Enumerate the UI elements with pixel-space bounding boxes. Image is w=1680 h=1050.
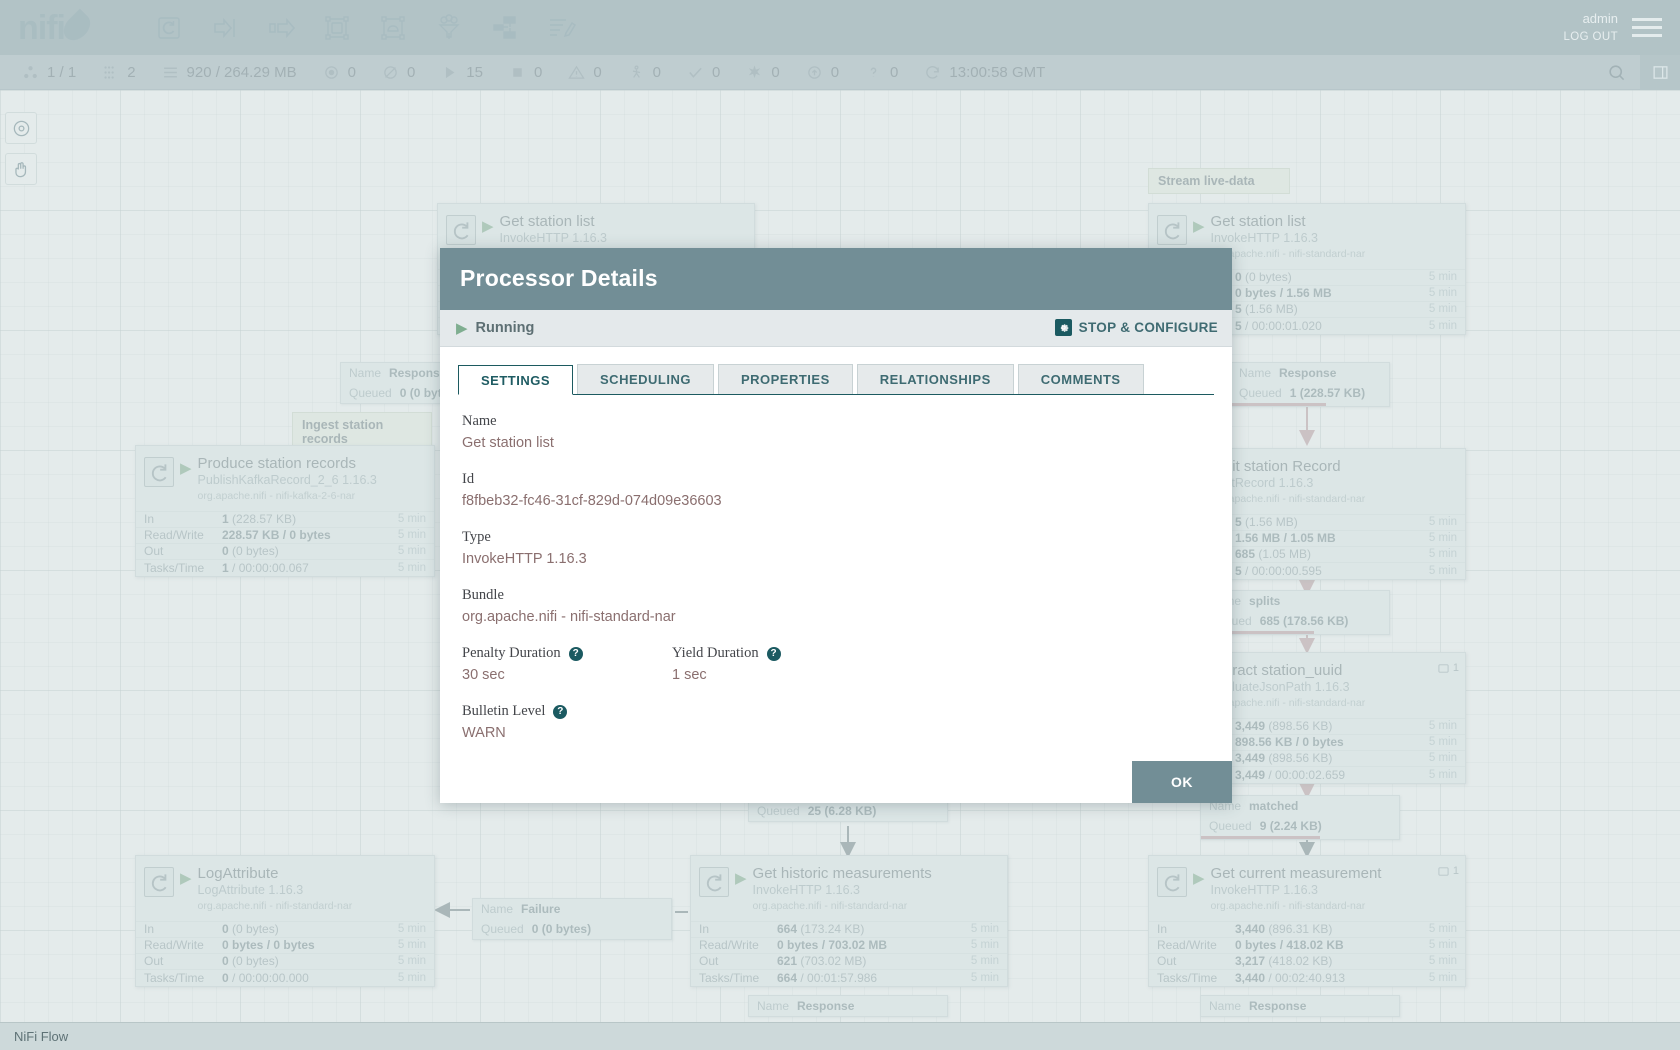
penalty-duration-label: Penalty Duration ? (462, 645, 672, 662)
dialog-tab-list: SETTINGS SCHEDULING PROPERTIES RELATIONSHIP… (458, 364, 1214, 396)
ok-button[interactable]: OK (1132, 761, 1232, 803)
id-value: f8fbeb32-fc46-31cf-829d-074d09e36603 (462, 493, 722, 510)
field-yield-duration: Yield Duration ? 1 sec (672, 645, 781, 683)
bulletin-level-label: Bulletin Level ? (462, 703, 1210, 720)
yield-duration-help-icon[interactable]: ? (766, 646, 781, 661)
type-value: InvokeHTTP 1.16.3 (462, 551, 587, 568)
name-value: Get station list (462, 435, 554, 452)
yield-duration-value: 1 sec (672, 667, 707, 684)
breadcrumb-bar: NiFi Flow (0, 1022, 1680, 1050)
field-name: Name Get station list (462, 413, 1210, 451)
field-penalty-duration: Penalty Duration ? 30 sec (462, 645, 672, 683)
tab-settings[interactable]: SETTINGS (458, 365, 574, 396)
field-bulletin-level: Bulletin Level ? WARN (462, 703, 1210, 741)
running-icon: ▶ (456, 319, 468, 337)
dialog-title: Processor Details (440, 248, 1232, 310)
bulletin-level-value: WARN (462, 725, 506, 742)
tab-relationships[interactable]: RELATIONSHIPS (856, 364, 1014, 395)
run-status-label: Running (475, 319, 535, 336)
type-label: Type (462, 529, 491, 546)
field-durations: Penalty Duration ? 30 sec Yield Duration… (462, 645, 1210, 683)
name-label: Name (462, 413, 497, 430)
field-id: Id f8fbeb32-fc46-31cf-829d-074d09e36603 (462, 471, 1210, 509)
tab-scheduling[interactable]: SCHEDULING (577, 364, 714, 395)
settings-panel: Name Get station list Id f8fbeb32-fc46-3… (458, 395, 1214, 741)
field-type: Type InvokeHTTP 1.16.3 (462, 529, 1210, 567)
stop-and-configure-label: STOP & CONFIGURE (1078, 320, 1218, 336)
yield-duration-label: Yield Duration ? (672, 645, 781, 662)
bundle-label: Bundle (462, 587, 504, 604)
field-bundle: Bundle org.apache.nifi - nifi-standard-n… (462, 587, 1210, 625)
tab-properties[interactable]: PROPERTIES (717, 364, 853, 395)
id-label: Id (462, 471, 475, 488)
penalty-duration-help-icon[interactable]: ? (568, 646, 583, 661)
tab-comments[interactable]: COMMENTS (1017, 364, 1144, 395)
breadcrumb[interactable]: NiFi Flow (14, 1029, 69, 1044)
processor-details-dialog: Processor Details ▶ Running STOP & CONFI… (440, 248, 1232, 803)
bulletin-level-help-icon[interactable]: ? (553, 704, 568, 719)
penalty-duration-value: 30 sec (462, 667, 505, 684)
dialog-body: SETTINGS SCHEDULING PROPERTIES RELATIONSHIP… (440, 347, 1232, 762)
dialog-status-bar: ▶ Running STOP & CONFIGURE (440, 309, 1232, 348)
stop-and-configure-button[interactable]: STOP & CONFIGURE (1054, 319, 1218, 337)
gear-icon (1054, 319, 1072, 337)
dialog-footer: OK (440, 761, 1232, 803)
bundle-value: org.apache.nifi - nifi-standard-nar (462, 609, 676, 626)
